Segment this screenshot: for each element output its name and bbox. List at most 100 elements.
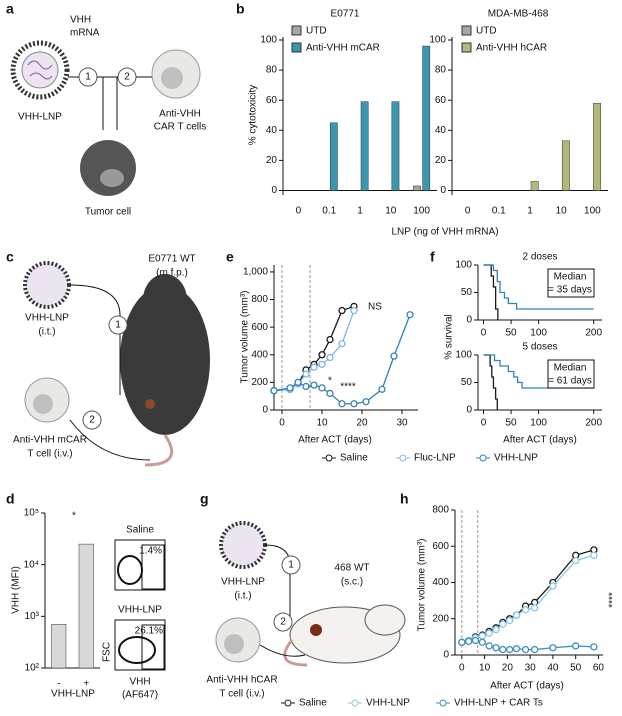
data-point	[478, 632, 486, 640]
y-axis-label: Tumor volume (mm³)	[417, 539, 428, 632]
arrow	[69, 284, 151, 461]
y-tick-label: 400	[251, 349, 268, 360]
x-tick-label: 20	[502, 663, 514, 674]
mrna	[27, 60, 53, 80]
data-point	[590, 643, 598, 651]
y-axis-label: % survival	[444, 314, 455, 360]
annotation: Median	[554, 272, 587, 283]
legend-label: Fluc-LNP	[414, 453, 456, 464]
gate	[141, 624, 165, 670]
data-point	[478, 638, 486, 646]
legend-swatch	[291, 42, 302, 53]
y-tick-label: 600	[251, 322, 268, 333]
y-tick-label: 80	[266, 65, 278, 76]
panel-letter: d	[6, 491, 15, 507]
y-tick-label: 0	[440, 185, 446, 196]
mouse-head	[364, 604, 406, 636]
flow-plot	[114, 539, 166, 591]
x-tick-label: 100	[530, 418, 547, 429]
x-tick-label: 60	[593, 663, 605, 674]
data-point	[531, 645, 539, 654]
bar	[51, 624, 67, 669]
annotation: ****	[608, 592, 619, 608]
y-tick-label: 600	[432, 541, 449, 552]
x-tick-label: 200	[585, 328, 602, 339]
legend-marker	[284, 699, 292, 707]
y-tick-label: 100	[429, 35, 446, 46]
data-point	[326, 335, 334, 344]
x-tick-label: +	[83, 679, 89, 690]
data-point	[499, 645, 507, 654]
bar	[391, 101, 400, 191]
chart-title: 5 doses	[522, 342, 557, 353]
x-tick-label: 40	[547, 663, 559, 674]
label: Anti-VHH hCAR	[206, 675, 277, 686]
data-point	[521, 645, 530, 654]
bar	[561, 140, 570, 191]
bar	[422, 45, 431, 191]
y-tick-label: 0	[443, 650, 449, 661]
bar	[329, 122, 338, 191]
flow-plot	[114, 619, 166, 671]
x-tick-label: 0	[465, 206, 471, 217]
data-point	[406, 311, 414, 319]
y-tick-label: 100	[260, 35, 277, 46]
y-tick-label: 100	[455, 260, 472, 271]
y-tick-label: 60	[435, 95, 447, 106]
y-tick-label: 0	[262, 405, 268, 416]
label: (s.c.)	[341, 577, 363, 588]
diagram-g: 1 2 VHH-LNP (i.t.) 468 WT (s.c.) Anti-VH…	[206, 521, 406, 700]
label: 26.1%	[135, 626, 163, 637]
label: Saline	[126, 525, 154, 536]
y-tick-label: 0	[271, 185, 277, 196]
label: E0771 WT	[148, 254, 195, 265]
data-point	[458, 638, 466, 646]
contour	[118, 636, 156, 664]
panel-letter: f	[430, 249, 435, 265]
y-tick-label: 0	[466, 405, 472, 416]
x-tick-label: 1	[357, 206, 363, 217]
data-point	[492, 625, 500, 634]
bar	[593, 102, 602, 191]
data-point	[572, 557, 580, 565]
contour	[117, 555, 143, 585]
panel-letter: e	[226, 249, 234, 265]
x-tick-label: 10	[556, 206, 568, 217]
y-tick-label: 800	[251, 294, 268, 305]
data-point	[310, 363, 318, 371]
legend-label: UTD	[476, 26, 497, 37]
data-point	[350, 306, 358, 315]
label: (m.f.p.)	[156, 268, 188, 279]
series-line	[483, 264, 594, 310]
x-tick-label: 1	[527, 206, 533, 217]
diagram-c: 1 2 E0771 WT (m.f.p.) VHH-LNP (i.t.) Ant…	[13, 254, 210, 467]
data-point	[471, 636, 480, 645]
lnp	[219, 521, 267, 569]
y-tick-label: 0	[466, 315, 472, 326]
data-point	[326, 389, 334, 398]
label: mRNA	[70, 28, 100, 39]
step-number: 1	[288, 560, 294, 571]
data-point	[378, 385, 386, 393]
label: 1.4%	[139, 546, 162, 557]
legend-swatch	[461, 42, 472, 53]
legend-swatch	[291, 25, 302, 36]
legend-label: Saline	[340, 453, 368, 464]
data-point	[318, 351, 326, 359]
t-cell-nucleus	[224, 634, 244, 654]
step-number: 2	[124, 72, 130, 83]
y-tick-label: 10⁴	[24, 559, 39, 570]
tumor	[145, 399, 155, 409]
x-axis-label: After ACT (days)	[298, 435, 372, 446]
data-point	[512, 611, 521, 619]
annotation-box	[547, 268, 595, 298]
tumor-cell	[80, 140, 136, 196]
annotation-box	[547, 359, 595, 389]
data-point	[310, 381, 318, 389]
tumor	[310, 624, 322, 636]
data-point	[302, 370, 310, 378]
x-tick-label: 10	[479, 663, 491, 674]
x-tick-label: 50	[506, 418, 518, 429]
label: VHH-LNP	[25, 313, 69, 324]
annotation: NS	[368, 302, 382, 313]
